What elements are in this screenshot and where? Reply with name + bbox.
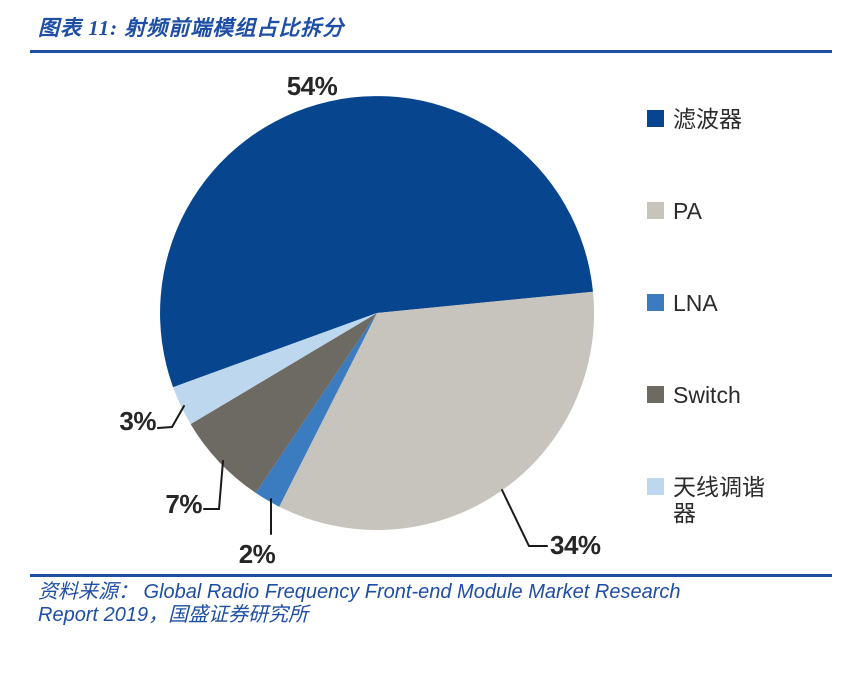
leader-line-PA xyxy=(501,489,548,547)
source-line-1: 资料来源： Global Radio Frequency Front-end M… xyxy=(38,581,681,603)
legend-label: 滤波器 xyxy=(673,106,742,132)
pie-slice-天线调谐器 xyxy=(173,313,377,425)
pie-slice-滤波器 xyxy=(160,96,594,388)
legend-swatch-icon xyxy=(647,478,664,495)
leader-line-Switch xyxy=(203,460,224,510)
pie-slice-Switch xyxy=(190,313,377,493)
legend-item-LNA: LNA xyxy=(647,290,777,316)
pie-slice-LNA xyxy=(255,313,377,507)
pie-percent-label-PA: 34% xyxy=(550,530,601,560)
legend-swatch-icon xyxy=(647,294,664,311)
chart-title: 图表 11: 射频前端模组占比拆分 xyxy=(38,16,345,40)
pie-percent-label-Switch: 7% xyxy=(165,489,202,519)
legend-label: PA xyxy=(673,198,702,224)
chart-legend: 滤波器 PA LNA Switch 天线调谐器 xyxy=(647,106,777,526)
legend-swatch-icon xyxy=(647,386,664,403)
legend-item-滤波器: 滤波器 xyxy=(647,106,777,132)
leader-line-天线调谐器 xyxy=(157,405,185,429)
legend-swatch-icon xyxy=(647,202,664,219)
legend-label: LNA xyxy=(673,290,718,316)
pie-slice-PA xyxy=(279,291,595,531)
source-line-2: Report 2019，国盛证券研究所 xyxy=(38,604,309,626)
legend-item-PA: PA xyxy=(647,198,777,224)
pie-percent-label-天线调谐器: 3% xyxy=(119,406,156,436)
footer-rule xyxy=(30,574,832,577)
pie-percent-label-LNA: 2% xyxy=(239,539,276,569)
legend-label: 天线调谐器 xyxy=(673,474,765,526)
source-note: 资料来源： Global Radio Frequency Front-end M… xyxy=(38,581,818,627)
legend-label: Switch xyxy=(673,382,741,408)
legend-item-天线调谐器: 天线调谐器 xyxy=(647,474,777,526)
pie-percent-label-滤波器: 54% xyxy=(287,71,338,101)
title-rule xyxy=(30,50,832,53)
legend-item-Switch: Switch xyxy=(647,382,777,408)
legend-swatch-icon xyxy=(647,110,664,127)
